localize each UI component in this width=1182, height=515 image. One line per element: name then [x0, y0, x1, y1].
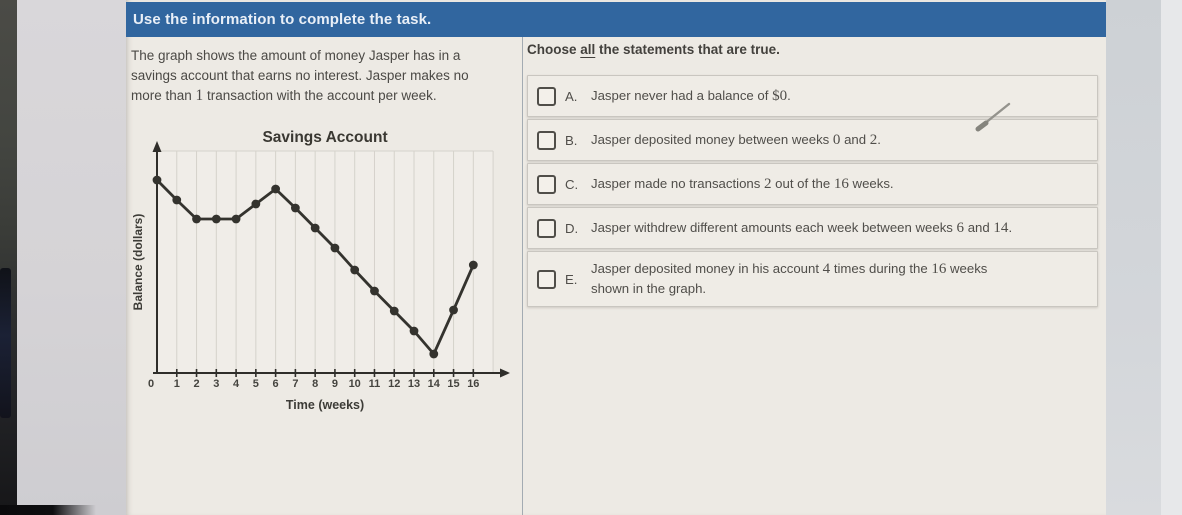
data-point [370, 286, 379, 296]
statement-text: Jasper deposited money between weeks 0 a… [591, 132, 881, 148]
data-point [468, 260, 478, 270]
x-tick-label: 8 [312, 378, 318, 390]
x-tick-label: 10 [349, 378, 361, 390]
statement-text: Jasper deposited money in his account 4 … [591, 261, 988, 296]
statement-letter: A. [565, 88, 578, 104]
x-tick-label: 11 [369, 378, 381, 390]
photo-edge-right-gray [1106, 0, 1161, 515]
photo-edge-far-right [1161, 0, 1182, 515]
statement-text: Jasper never had a balance of $0. [591, 88, 791, 104]
task-header-title: Use the information to complete the task… [133, 11, 432, 28]
x-axis-arrow [500, 368, 510, 378]
x-tick-label: 1 [174, 378, 180, 390]
description-line: more than 1 transaction with the account… [131, 87, 437, 104]
data-point [192, 214, 201, 224]
x-axis-label: Time (weeks) [286, 398, 364, 412]
x-tick-label: 5 [253, 378, 259, 390]
data-point [251, 199, 261, 209]
data-point [152, 175, 162, 185]
data-point [172, 195, 182, 205]
statement-checkbox[interactable] [537, 130, 556, 150]
task-header: Use the information to complete the task… [126, 2, 1106, 37]
data-point [211, 214, 221, 224]
chart-title: Savings Account [262, 129, 387, 146]
x-tick-label: 0 [148, 378, 154, 390]
x-tick-label: 3 [213, 378, 219, 390]
statement-row-b[interactable]: B. Jasper deposited money between weeks 0… [527, 119, 1098, 161]
statement-checkbox[interactable] [537, 218, 556, 238]
x-tick-label: 7 [292, 378, 298, 390]
statement-letter: E. [565, 271, 578, 287]
x-tick-label: 2 [193, 378, 199, 390]
x-tick-label: 12 [388, 378, 400, 390]
x-tick-label: 14 [428, 378, 441, 390]
photo-edge-left-gray [17, 0, 126, 515]
data-point [330, 243, 340, 253]
photo-edge-inset [0, 268, 11, 418]
y-axis-arrow [152, 141, 162, 152]
statement-letter: D. [565, 220, 579, 236]
statement-row-d[interactable]: D. Jasper withdrew different amounts each… [527, 207, 1098, 249]
statement-list: A. Jasper never had a balance of $0. B. Jas… [527, 75, 1098, 309]
x-tick-label: 13 [408, 378, 420, 390]
data-point [449, 305, 458, 315]
statement-row-c[interactable]: C. Jasper made no transactions 2 out of t… [527, 163, 1098, 205]
task-description: The graph shows the amount of money Jasp… [131, 46, 516, 106]
panel-divider [522, 37, 523, 515]
x-tick-label: 15 [447, 378, 459, 390]
description-line: The graph shows the amount of money Jasp… [131, 48, 461, 63]
statement-letter: C. [565, 176, 579, 192]
data-point [231, 214, 241, 224]
data-point [389, 306, 399, 316]
y-axis-label: Balance (dollars) [131, 214, 145, 311]
data-point [429, 349, 439, 359]
statement-text: Jasper made no transactions 2 out of the… [591, 176, 894, 192]
question-prompt: Choose all the statements that are true. [527, 42, 780, 57]
data-point [290, 203, 300, 213]
data-point [409, 326, 419, 336]
x-tick-label: 16 [467, 378, 479, 390]
x-tick-label: 6 [273, 378, 279, 390]
description-line: savings account that earns no interest. … [131, 68, 469, 83]
data-point [271, 184, 281, 194]
statement-letter: B. [565, 132, 578, 148]
photo-edge-bottom-corner [0, 505, 96, 515]
statement-row-e[interactable]: E. Jasper deposited money in his account … [527, 251, 1098, 307]
data-point [350, 265, 360, 275]
photo-edge-dark-strip [0, 0, 17, 515]
statement-checkbox[interactable] [537, 269, 556, 289]
statement-row-a[interactable]: A. Jasper never had a balance of $0. [527, 75, 1098, 117]
data-point [310, 223, 320, 233]
statement-text: Jasper withdrew different amounts each w… [591, 220, 1013, 236]
x-tick-label: 4 [233, 378, 240, 390]
statement-checkbox[interactable] [537, 174, 556, 194]
statement-checkbox[interactable] [537, 86, 556, 106]
x-tick-label: 9 [332, 378, 338, 390]
